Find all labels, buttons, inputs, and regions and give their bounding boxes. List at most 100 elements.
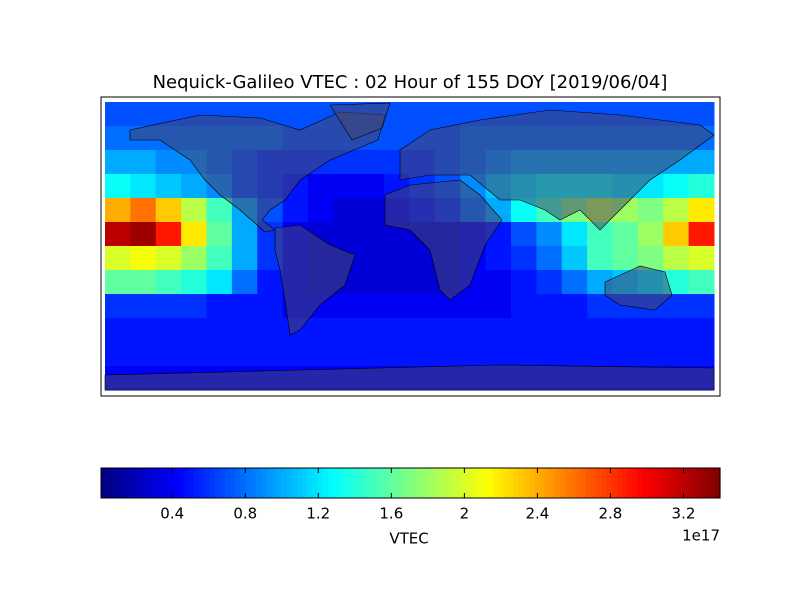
heat-cell <box>663 342 690 367</box>
chart-title: Nequick-Galileo VTEC : 02 Hour of 155 DO… <box>153 72 668 93</box>
colorbar-swatch <box>348 468 355 498</box>
heat-cell <box>308 342 334 367</box>
colorbar-swatch <box>508 468 515 498</box>
colorbar-swatch <box>714 468 721 498</box>
heat-cell <box>536 318 563 343</box>
heat-cell <box>181 174 207 199</box>
colorbar-swatch <box>652 468 659 498</box>
heat-cell <box>130 318 157 343</box>
heat-cell <box>384 270 410 295</box>
heat-cell <box>282 342 309 367</box>
heat-cell <box>105 174 131 199</box>
colorbar-swatch <box>188 468 195 498</box>
heat-cell <box>105 102 131 127</box>
heat-cell <box>105 150 131 175</box>
colorbar-swatch <box>260 468 267 498</box>
colorbar-swatch <box>627 468 633 498</box>
heat-cell <box>587 246 613 271</box>
heat-cell <box>155 246 182 271</box>
heat-cell <box>434 102 461 127</box>
colorbar-swatch <box>529 468 535 498</box>
heat-cell <box>384 342 410 367</box>
heat-cell <box>688 150 715 175</box>
heat-cell <box>485 294 512 319</box>
colorbar-swatch <box>302 468 308 498</box>
heat-cell <box>333 174 360 199</box>
heat-cell <box>130 246 157 271</box>
heat-cell <box>587 342 613 367</box>
africa <box>384 179 503 301</box>
colorbar-swatch <box>673 468 680 498</box>
colorbar-swatch <box>451 468 458 498</box>
colorbar-swatch <box>327 468 334 498</box>
colorbar-swatch <box>503 468 510 498</box>
colorbar-swatch <box>544 468 551 498</box>
colorbar-swatch <box>369 468 375 498</box>
colorbar-swatch <box>601 468 608 498</box>
heat-cell <box>231 294 258 319</box>
heat-cell <box>637 222 664 247</box>
colorbar-swatch <box>575 468 582 498</box>
heat-cell <box>688 270 715 295</box>
heat-cell <box>409 270 436 295</box>
colorbar-swatch <box>425 468 432 498</box>
heat-cell <box>231 318 258 343</box>
colorbar-tick-label: 0.8 <box>233 505 257 523</box>
heat-cell <box>206 318 233 343</box>
heat-cell <box>206 294 233 319</box>
heat-cell <box>358 174 385 199</box>
colorbar-swatch <box>322 468 329 498</box>
colorbar-swatch <box>317 468 324 498</box>
colorbar-swatch <box>498 468 504 498</box>
heat-cell <box>257 294 284 319</box>
heat-cell <box>130 150 157 175</box>
heat-cell <box>511 222 537 247</box>
colorbar-swatch <box>405 468 412 498</box>
heat-cell <box>181 198 207 223</box>
heat-cell <box>637 198 664 223</box>
colorbar-swatch <box>456 468 463 498</box>
colorbar-swatch <box>663 468 670 498</box>
heat-cell <box>358 198 385 223</box>
colorbar-swatch <box>178 468 185 498</box>
heat-cell <box>206 222 233 247</box>
colorbar-swatch <box>281 468 288 498</box>
heat-cell <box>105 222 131 247</box>
heat-cell <box>511 318 537 343</box>
colorbar-swatch <box>229 468 236 498</box>
colorbar-swatch <box>570 468 577 498</box>
heat-cell <box>485 270 512 295</box>
colorbar-swatch <box>534 468 541 498</box>
heat-cell <box>384 246 410 271</box>
heat-cell <box>231 270 258 295</box>
colorbar-swatch <box>250 468 257 498</box>
colorbar-swatch <box>173 468 179 498</box>
colorbar-swatch <box>204 468 210 498</box>
colorbar-swatch <box>689 468 695 498</box>
colorbar-swatch <box>364 468 370 498</box>
heat-cell <box>181 270 207 295</box>
colorbar-swatch <box>621 468 628 498</box>
heat-cell <box>561 342 588 367</box>
heat-cell <box>333 294 360 319</box>
colorbar-swatch <box>467 468 473 498</box>
heat-cell <box>688 294 715 319</box>
heat-cell <box>155 270 182 295</box>
heat-cell <box>561 246 588 271</box>
south-america <box>274 224 356 336</box>
colorbar-swatch <box>704 468 711 498</box>
heat-cell <box>409 102 436 127</box>
heat-cell <box>561 294 588 319</box>
colorbar-label: VTEC <box>389 530 428 548</box>
antarctica <box>104 364 715 391</box>
colorbar-swatch <box>343 468 350 498</box>
colorbar-swatch <box>333 468 339 498</box>
heat-cell <box>333 198 360 223</box>
colorbar-swatch <box>168 468 174 498</box>
heat-cell <box>663 198 690 223</box>
heat-cell <box>688 198 715 223</box>
australia <box>604 265 673 311</box>
heat-cell <box>511 246 537 271</box>
colorbar-swatch <box>513 468 520 498</box>
colorbar <box>101 468 721 498</box>
